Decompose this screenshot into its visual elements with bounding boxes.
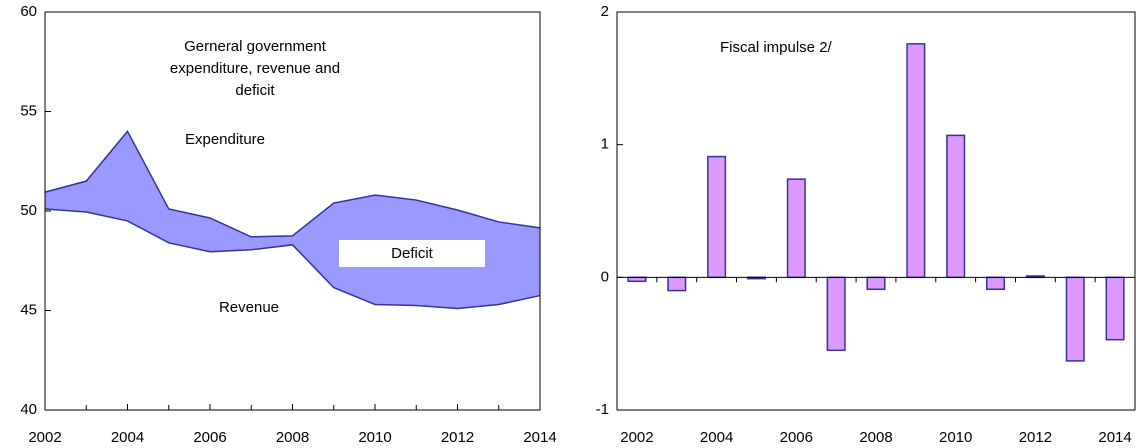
x-tick-label: 2002 — [620, 429, 653, 446]
y-tick-label: 1 — [601, 136, 609, 153]
chart-title: Fiscal impulse 2/ — [720, 39, 833, 56]
annotation: Deficit — [391, 245, 434, 262]
bar — [946, 134, 966, 279]
x-tick-label: 2006 — [193, 429, 226, 446]
series-label: Expenditure — [185, 131, 265, 148]
y-tick-label: 40 — [20, 401, 37, 418]
bar — [1065, 276, 1085, 362]
chart-title: Gerneral government expenditure, revenue… — [169, 38, 341, 99]
x-tick-label: 2012 — [441, 429, 474, 446]
annotation-box — [339, 240, 485, 267]
y-tick-label: 55 — [20, 102, 37, 119]
x-tick-label: 2004 — [111, 429, 144, 446]
series-line — [44, 130, 541, 238]
bar — [707, 155, 727, 279]
x-tick-label: 2002 — [28, 429, 61, 446]
x-tick-label: 2008 — [276, 429, 309, 446]
bar — [826, 276, 846, 352]
y-tick-label: -1 — [596, 401, 609, 418]
bar — [1105, 276, 1125, 341]
x-tick-label: 2014 — [523, 429, 556, 446]
y-tick-label: 60 — [20, 3, 37, 20]
series-label: Revenue — [219, 299, 279, 316]
x-tick-label: 2010 — [939, 429, 972, 446]
y-tick-label: 50 — [20, 202, 37, 219]
bar — [986, 276, 1006, 291]
y-tick-label: 45 — [20, 301, 37, 318]
bar — [786, 178, 806, 279]
bar — [627, 276, 647, 283]
x-tick-label: 2014 — [1098, 429, 1131, 446]
deficit-area — [45, 131, 540, 309]
series-line — [44, 208, 541, 310]
y-tick-label: 0 — [601, 268, 609, 285]
plot-frame — [616, 11, 1136, 411]
bar — [906, 43, 926, 279]
x-tick-label: 2012 — [1019, 429, 1052, 446]
x-tick-label: 2010 — [358, 429, 391, 446]
x-tick-label: 2004 — [700, 429, 733, 446]
bar — [667, 276, 687, 292]
x-tick-label: 2008 — [859, 429, 892, 446]
x-tick-label: 2006 — [780, 429, 813, 446]
bar — [866, 276, 886, 291]
y-tick-label: 2 — [601, 3, 609, 20]
